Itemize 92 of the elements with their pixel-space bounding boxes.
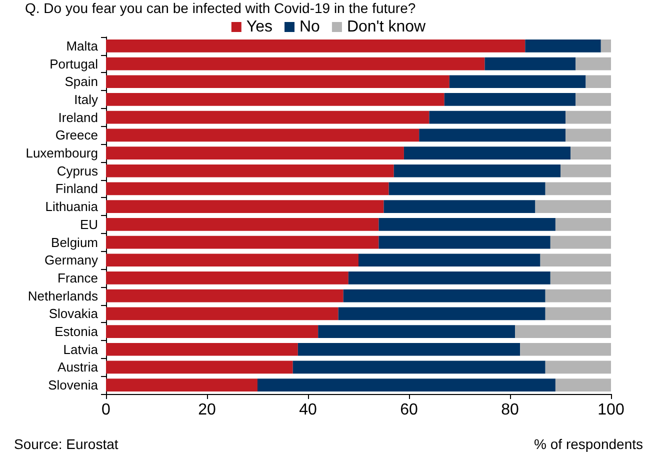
bar bbox=[555, 378, 611, 392]
y-tick-label: Finland bbox=[55, 181, 98, 196]
bar bbox=[484, 57, 576, 70]
y-tick-label: Portugal bbox=[50, 56, 98, 72]
bar bbox=[258, 378, 556, 392]
bar bbox=[298, 342, 520, 356]
bar bbox=[106, 236, 379, 249]
y-tick-label: Lithuania bbox=[45, 199, 99, 214]
bar bbox=[560, 164, 611, 178]
bar bbox=[586, 75, 611, 88]
bar bbox=[343, 289, 546, 302]
bar bbox=[106, 57, 485, 70]
bar bbox=[292, 360, 546, 374]
bar bbox=[106, 378, 258, 392]
bar bbox=[106, 75, 450, 88]
x-tick-label: 60 bbox=[400, 402, 418, 418]
bar bbox=[106, 164, 394, 178]
bar bbox=[378, 218, 556, 231]
bar bbox=[550, 272, 611, 284]
bar bbox=[404, 146, 571, 160]
bar bbox=[106, 325, 318, 338]
y-tick-label: Slovenia bbox=[48, 378, 99, 393]
bar bbox=[358, 254, 540, 267]
y-tick-label: Ireland bbox=[58, 110, 98, 125]
x-tick-label: 40 bbox=[299, 402, 317, 418]
bar bbox=[576, 93, 611, 106]
bar bbox=[378, 236, 550, 249]
legend-label: Don't know bbox=[346, 18, 426, 36]
y-tick-label: Cyprus bbox=[56, 163, 98, 178]
bar bbox=[106, 93, 444, 106]
bar bbox=[106, 254, 358, 267]
y-tick-label: Spain bbox=[64, 74, 98, 90]
bar bbox=[555, 218, 611, 231]
y-tick-label: Malta bbox=[66, 38, 99, 54]
y-tick-label: Italy bbox=[74, 92, 98, 107]
y-tick-label: EU bbox=[80, 216, 98, 232]
bar bbox=[388, 182, 546, 196]
x-tick-label: 0 bbox=[102, 402, 111, 418]
bar bbox=[106, 289, 344, 302]
bar bbox=[419, 128, 566, 142]
bar bbox=[600, 40, 611, 52]
bar bbox=[106, 40, 526, 52]
bar bbox=[525, 40, 601, 52]
y-tick-label: Austria bbox=[58, 360, 99, 375]
bar bbox=[576, 57, 611, 70]
bar bbox=[444, 93, 576, 106]
bar bbox=[429, 110, 566, 124]
y-tick-label: Slovakia bbox=[48, 306, 99, 322]
x-tick-label: 100 bbox=[598, 402, 624, 418]
bar bbox=[550, 236, 611, 249]
bar bbox=[106, 110, 430, 124]
bar bbox=[348, 272, 550, 284]
bar bbox=[106, 146, 404, 160]
bar bbox=[566, 110, 611, 124]
bar bbox=[106, 360, 293, 374]
legend-label: Yes bbox=[246, 18, 273, 36]
bar bbox=[338, 307, 546, 320]
bar bbox=[449, 75, 586, 88]
x-tick-label: 80 bbox=[501, 402, 519, 418]
y-tick-label: Luxembourg bbox=[26, 146, 98, 161]
y-tick-label: Latvia bbox=[63, 342, 99, 357]
bar bbox=[106, 218, 379, 231]
bar bbox=[106, 342, 298, 356]
y-tick-label: Greece bbox=[55, 128, 98, 143]
y-tick-label: France bbox=[58, 270, 98, 286]
bar bbox=[570, 146, 611, 160]
bar bbox=[566, 128, 611, 142]
x-axis-title: % of respondents bbox=[534, 436, 644, 452]
bar bbox=[318, 325, 516, 338]
bar bbox=[545, 182, 611, 196]
bar bbox=[106, 307, 338, 320]
x-tick-label: 20 bbox=[198, 402, 216, 418]
bar bbox=[545, 289, 611, 302]
y-tick-label: Germany bbox=[44, 252, 98, 268]
bar bbox=[545, 307, 611, 320]
bar bbox=[384, 200, 536, 213]
bar bbox=[106, 182, 389, 196]
legend-label: No bbox=[300, 18, 320, 36]
y-tick-label: Netherlands bbox=[28, 288, 98, 304]
bar bbox=[535, 200, 611, 213]
y-tick-label: Estonia bbox=[54, 324, 99, 340]
bar bbox=[540, 254, 611, 267]
chart-title: Q. Do you fear you can be infected with Covid-19 in the future? bbox=[25, 0, 416, 16]
bar bbox=[106, 128, 420, 142]
source-note: Source: Eurostat bbox=[14, 436, 118, 452]
bar bbox=[520, 342, 611, 356]
bar bbox=[106, 272, 348, 284]
bar bbox=[106, 200, 384, 213]
bar bbox=[394, 164, 560, 178]
bar bbox=[545, 360, 611, 374]
bar bbox=[515, 325, 611, 338]
y-tick-label: Belgium bbox=[51, 234, 98, 250]
